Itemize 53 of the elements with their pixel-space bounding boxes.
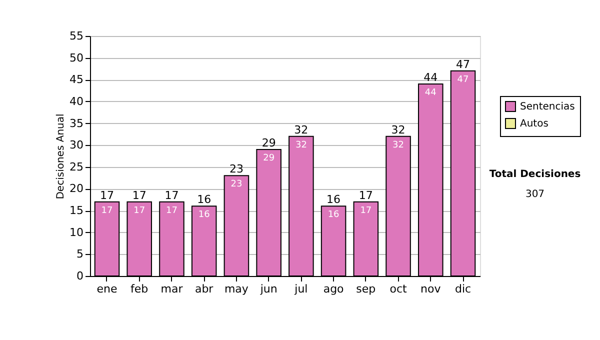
y-tick-label: 45 [70,73,84,86]
y-axis-title: Decisiones Anual [56,114,67,200]
total-label: 17 [164,188,179,202]
data-label: 29 [263,153,275,164]
total-label: 16 [326,193,341,206]
x-tick-label: may [224,282,249,296]
x-tick-label: nov [420,282,442,296]
data-label: 17 [166,206,178,216]
x-tick-label: sep [356,282,376,296]
data-label: 16 [328,210,340,220]
text: 307 [525,189,545,200]
y-tick-label: 0 [76,270,84,282]
y-tick-label: 5 [76,248,84,261]
total-label: 16 [197,193,212,206]
y-tick-label: 55 [70,30,84,42]
x-tick-label: jul [294,282,308,296]
legend-label: Sentencias [520,102,575,112]
data-label: 16 [198,210,210,220]
x-tick-label: oct [390,282,408,296]
x-tick-label: ene [96,282,118,296]
data-label: 17 [101,206,113,216]
total-label: 17 [358,188,373,202]
y-tick-label: 30 [70,138,84,152]
total-label: 29 [262,136,276,150]
y-tick-label: 25 [70,160,84,174]
total-label: 17 [132,188,146,202]
y-tick-label: 20 [70,182,84,196]
x-tick-label: jun [259,282,278,296]
y-tick-label: 40 [70,94,84,108]
data-label: 17 [360,206,372,216]
y-tick-label: 35 [70,116,84,130]
x-tick-label: ago [323,282,344,296]
x-tick-label: mar [160,282,184,296]
x-tick-label: dic [454,282,472,296]
total-label: 23 [229,162,244,176]
data-label: 32 [392,140,404,150]
y-tick-label: 15 [70,204,84,218]
legend-label: Autos [520,118,548,130]
data-label: 44 [424,88,437,98]
y-tick-label: 50 [70,51,84,64]
total-label: 32 [294,123,308,136]
data-label: 17 [134,206,146,216]
x-tick-label: abr [194,282,214,296]
total-label: 17 [100,188,114,202]
text: Total Decisiones [489,169,581,180]
total-label: 47 [456,58,470,71]
data-label: 23 [230,180,242,190]
x-tick-label: feb [130,282,148,296]
y-tick-label: 10 [70,226,84,239]
total-label: 44 [424,71,438,84]
total-label: 32 [391,123,406,136]
data-label: 32 [295,140,307,150]
data-label: 47 [457,74,469,85]
